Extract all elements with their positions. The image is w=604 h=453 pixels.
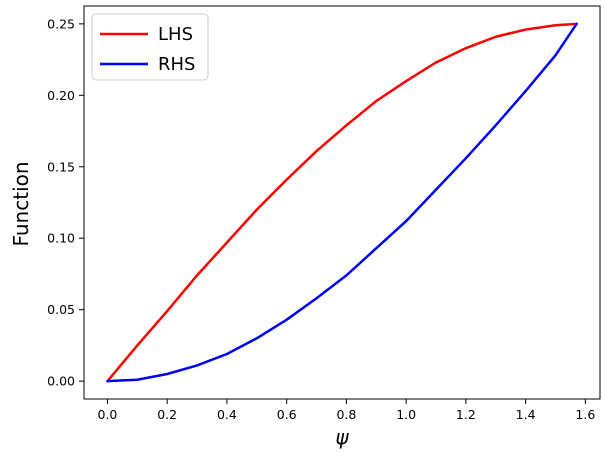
y-tick-label: 0.00 [47, 374, 75, 389]
series-line-lhs [106, 22, 578, 383]
x-tick-label: 0.2 [157, 407, 177, 422]
y-axis: 0.00 0.05 0.10 0.15 0.20 0.25 [47, 16, 84, 389]
x-tick-label: 0.0 [98, 407, 118, 422]
x-tick-label: 0.6 [277, 407, 297, 422]
x-axis-label: ψ [335, 425, 349, 449]
x-axis: 0.0 0.2 0.4 0.6 0.8 1.0 1.2 1.4 1.6 [98, 399, 595, 422]
x-tick-label: 0.8 [336, 407, 356, 422]
x-tick-label: 1.2 [456, 407, 476, 422]
y-tick-label: 0.05 [47, 302, 75, 317]
y-axis-label: Function [9, 161, 33, 246]
plot-frame [83, 5, 601, 400]
x-tick-label: 1.0 [396, 407, 416, 422]
x-tick-label: 1.6 [575, 407, 595, 422]
series-layer [106, 22, 578, 383]
x-tick-label: 0.4 [217, 407, 237, 422]
series-line-rhs [106, 22, 578, 383]
y-tick-label: 0.15 [47, 159, 75, 174]
y-tick-label: 0.25 [47, 16, 75, 31]
y-tick-label: 0.20 [47, 88, 75, 103]
legend-label-rhs: RHS [158, 54, 195, 75]
legend: LHS RHS [91, 13, 209, 81]
y-tick-label: 0.10 [47, 231, 75, 246]
x-tick-label: 1.4 [516, 407, 536, 422]
legend-label-lhs: LHS [158, 24, 193, 45]
